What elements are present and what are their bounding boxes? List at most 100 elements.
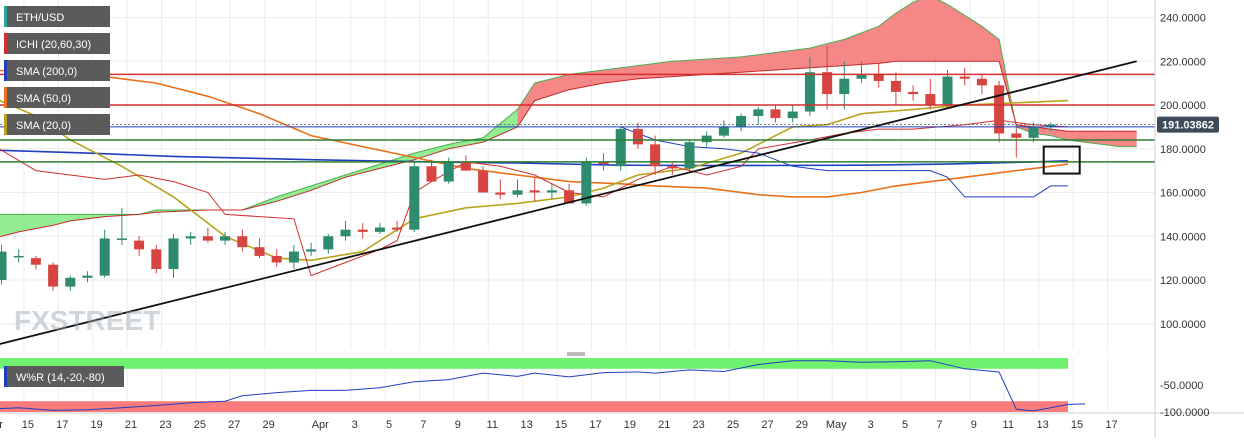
candle-body (220, 236, 231, 241)
candle-body (237, 236, 248, 248)
candle-body (1011, 133, 1022, 138)
candle-body (890, 80, 901, 92)
candle-body (65, 277, 76, 287)
candle-body (460, 161, 471, 171)
legend-swatch (4, 60, 7, 81)
x-tick-label: 27 (761, 419, 773, 431)
x-tick-label: 9 (455, 419, 461, 431)
candle-body (736, 115, 747, 127)
candle-body (873, 74, 884, 81)
candle-body (271, 255, 282, 263)
x-tick-label: 25 (194, 419, 206, 431)
candle-body (753, 109, 764, 116)
y-tick-label: 240.0000 (1160, 13, 1206, 25)
candle-body (804, 72, 815, 112)
candle-body (151, 249, 162, 270)
x-tick-label: 3 (352, 419, 358, 431)
last-price-tag (1157, 116, 1219, 133)
candle-body (116, 238, 127, 240)
legend-label: SMA (50,0) (16, 93, 71, 105)
williams-r-panel (0, 352, 1086, 412)
ichimoku-conversion-line (0, 119, 1068, 277)
x-tick-label: Mar (0, 419, 3, 431)
candle-body (718, 126, 729, 136)
candle-body (392, 227, 403, 230)
candles (0, 45, 1056, 291)
legend-label: SMA (20,0) (16, 120, 71, 132)
legend-box (4, 33, 110, 54)
candle-body (908, 91, 919, 95)
wr-legend-label: W%R (14,-20,-80) (16, 372, 105, 384)
y-tick-label: 140.0000 (1160, 231, 1206, 243)
candle-body (48, 264, 59, 287)
candle-body (495, 192, 506, 195)
legend-label: ICHI (20,60,30) (16, 39, 91, 51)
x-tick-label: 11 (1003, 419, 1014, 431)
wr-oversold-zone (0, 401, 1068, 412)
sma-200-line (0, 149, 1068, 167)
candle-body (99, 238, 110, 276)
candle-body (598, 161, 609, 165)
x-tick-label: 21 (125, 419, 137, 431)
y-tick-label: 160.0000 (1160, 188, 1206, 200)
candle-body (787, 111, 798, 119)
x-tick-label: 17 (56, 419, 68, 431)
wr-legend-swatch (4, 366, 7, 387)
candle-body (168, 238, 179, 270)
x-tick-label: 17 (1105, 419, 1117, 431)
legend: ETH/USD ICHI (20,60,30) SMA (200,0) SMA (50… (4, 6, 124, 387)
indicator-lines (0, 69, 1069, 277)
candle-body (1028, 126, 1039, 138)
candle-body (822, 72, 833, 95)
x-tick-label: Apr (312, 419, 329, 431)
panel-splitter (567, 352, 585, 356)
x-tick-label: 15 (555, 419, 567, 431)
x-tick-label: 9 (971, 419, 977, 431)
cloud-bullish (0, 109, 518, 237)
x-tick-label: 15 (22, 419, 34, 431)
legend-label: SMA (200,0) (16, 66, 77, 78)
x-tick-label: 29 (263, 419, 275, 431)
legend-label: ETH/USD (16, 12, 64, 24)
x-tick-label: 25 (727, 419, 739, 431)
last-price-label: 191.03862 (1162, 120, 1214, 132)
sma-20-line (0, 99, 1068, 262)
x-tick-label: May (826, 419, 847, 431)
candle-body (856, 74, 867, 79)
y-tick-label: 220.0000 (1160, 56, 1206, 68)
candle-body (925, 94, 936, 105)
candle-body (546, 190, 557, 193)
y-tick-label: 120.0000 (1160, 275, 1206, 287)
wr-legend-box (4, 366, 124, 387)
overlays: 191.03862 FXSTREET (0, 60, 1219, 345)
legend-swatch (4, 6, 7, 27)
candle-body (374, 227, 385, 232)
x-tick-label: 3 (868, 419, 874, 431)
candle-body (409, 166, 420, 230)
candle-body (512, 190, 523, 195)
cloud-span-b (0, 60, 1137, 238)
legend-box (4, 87, 110, 108)
candle-body (976, 78, 987, 86)
legend-box (4, 6, 110, 27)
highlight-box (1042, 145, 1081, 175)
y-tick-label: 180.0000 (1160, 144, 1206, 156)
x-tick-label: 15 (1071, 419, 1083, 431)
x-tick-label: 5 (386, 419, 392, 431)
candle-body (684, 142, 695, 169)
candle-body (1045, 124, 1056, 127)
x-tick-label: 27 (228, 419, 240, 431)
wr-overbought-zone (0, 358, 1068, 369)
wr-line (0, 360, 1086, 412)
candle-body (306, 249, 317, 252)
x-tick-label: 17 (589, 419, 601, 431)
candle-body (254, 247, 265, 256)
candle-body (529, 190, 540, 193)
candle-body (581, 161, 592, 204)
y-tick-label: 100.0000 (1160, 319, 1206, 331)
x-tick-label: 7 (420, 419, 426, 431)
x-tick-label: 19 (624, 419, 636, 431)
